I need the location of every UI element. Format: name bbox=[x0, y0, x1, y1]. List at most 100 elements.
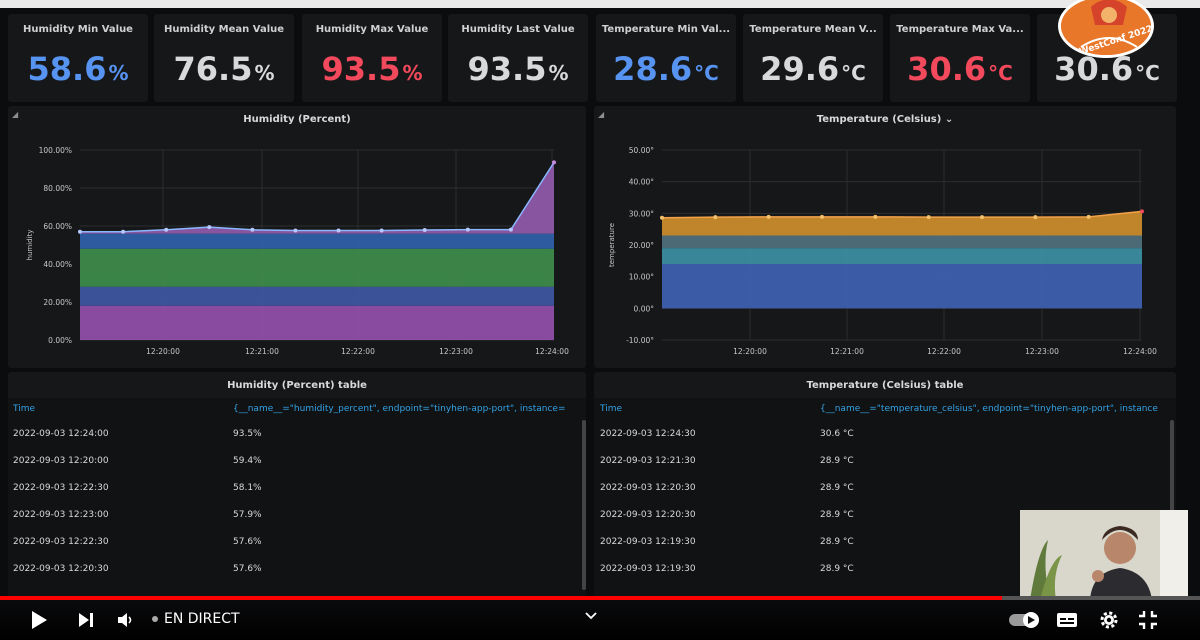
video-player-bar bbox=[0, 596, 1200, 640]
cell-value: 28.9 °C bbox=[820, 510, 854, 520]
table-scrollbar[interactable] bbox=[1170, 420, 1174, 530]
y-tick-label: 100.00% bbox=[39, 146, 72, 155]
stat-title: Humidity Last Value bbox=[461, 24, 575, 35]
table-row[interactable]: 2022-09-03 12:20:00 59.4% bbox=[8, 447, 586, 474]
y-axis-label: humidity bbox=[26, 230, 34, 261]
data-point bbox=[508, 227, 513, 232]
stat-panel[interactable]: Humidity Min Value 58.6% bbox=[8, 14, 148, 102]
table-row[interactable]: 2022-09-03 12:24:00 93.5% bbox=[8, 420, 586, 447]
stat-title: Humidity Mean Value bbox=[163, 24, 285, 35]
cell-value: 57.6% bbox=[233, 537, 262, 547]
column-header-value[interactable]: {__name__="humidity_percent", endpoint="… bbox=[233, 404, 566, 414]
stat-unit: °C bbox=[694, 61, 719, 85]
cell-time: 2022-09-03 12:20:00 bbox=[13, 456, 109, 466]
chevron-down-icon[interactable] bbox=[584, 611, 598, 621]
area-band bbox=[80, 233, 554, 249]
stat-panel[interactable]: Temperature Mean V... 29.6 °C bbox=[743, 14, 883, 102]
table-row[interactable]: 2022-09-03 12:22:30 58.1% bbox=[8, 474, 586, 501]
live-label: EN DIRECT bbox=[164, 611, 240, 627]
stat-title: Temperature Max Va... bbox=[896, 24, 1024, 35]
area-band bbox=[80, 286, 554, 306]
cell-time: 2022-09-03 12:20:30 bbox=[600, 483, 696, 493]
live-indicator: EN DIRECT bbox=[152, 611, 240, 627]
y-tick-label: 30.00° bbox=[629, 209, 654, 218]
panel-corner-icon: ◢ bbox=[12, 110, 19, 119]
cell-time: 2022-09-03 12:19:30 bbox=[600, 564, 696, 574]
table-row[interactable]: 2022-09-03 12:21:30 28.9 °C bbox=[594, 447, 1176, 474]
cell-value: 57.6% bbox=[233, 564, 262, 574]
y-tick-label: 50.00° bbox=[629, 146, 654, 155]
live-dot bbox=[152, 616, 158, 622]
humidity-chart-title: Humidity (Percent) bbox=[243, 114, 351, 125]
area-band bbox=[662, 248, 1142, 264]
y-tick-label: 20.00° bbox=[629, 241, 654, 250]
area-band bbox=[662, 235, 1142, 249]
table-row[interactable]: 2022-09-03 12:23:00 57.9% bbox=[8, 501, 586, 528]
data-point bbox=[78, 229, 82, 234]
stat-value: 28.6 °C bbox=[596, 50, 736, 88]
table-row[interactable]: 2022-09-03 12:24:30 30.6 °C bbox=[594, 420, 1176, 447]
stat-value: 29.6 °C bbox=[743, 50, 883, 88]
cell-value: 28.9 °C bbox=[820, 564, 854, 574]
table-row[interactable]: 2022-09-03 12:19:30 28.9 °C bbox=[594, 528, 1176, 555]
cell-value: 59.4% bbox=[233, 456, 262, 466]
table-row[interactable]: 2022-09-03 12:22:30 57.6% bbox=[8, 528, 586, 555]
stat-number: 76.5 bbox=[173, 50, 253, 88]
cell-time: 2022-09-03 12:21:30 bbox=[600, 456, 696, 466]
stat-number: 93.5 bbox=[321, 50, 401, 88]
cell-value: 28.9 °C bbox=[820, 537, 854, 547]
play-icon[interactable] bbox=[30, 610, 48, 630]
column-header-time[interactable]: Time bbox=[600, 404, 623, 414]
data-point bbox=[379, 228, 384, 233]
humidity-chart-panel[interactable]: ◢ Humidity (Percent) 0.00% 20.00% 40.00% 60… bbox=[8, 106, 586, 368]
y-tick-label: 10.00° bbox=[629, 273, 654, 282]
stat-panel[interactable]: Temperature Min Val... 28.6 °C bbox=[596, 14, 736, 102]
stat-unit: % bbox=[254, 61, 275, 85]
temperature-chart-title[interactable]: Temperature (Celsius) ⌄ bbox=[816, 114, 954, 125]
x-tick-label: 12:20:00 bbox=[146, 347, 180, 356]
data-point bbox=[1140, 209, 1144, 214]
panel-corner-icon: ◢ bbox=[598, 110, 605, 119]
y-tick-label: 20.00% bbox=[43, 298, 72, 307]
stat-value: 30.6 °C bbox=[890, 50, 1030, 88]
data-point bbox=[164, 227, 169, 232]
table-row[interactable]: 2022-09-03 12:20:30 28.9 °C bbox=[594, 474, 1176, 501]
area-band bbox=[80, 248, 554, 287]
volume-icon[interactable] bbox=[116, 610, 136, 630]
humidity-table: Time {__name__="humidity_percent", endpo… bbox=[8, 398, 586, 598]
table-row[interactable]: 2022-09-03 12:19:30 28.9 °C bbox=[594, 555, 1176, 582]
column-header-time[interactable]: Time bbox=[13, 404, 36, 414]
next-icon[interactable] bbox=[77, 611, 95, 629]
data-point bbox=[293, 228, 298, 233]
cell-time: 2022-09-03 12:24:00 bbox=[13, 429, 109, 439]
temperature-chart-panel[interactable]: ◢ Temperature (Celsius) ⌄ -10.00° 0.00° 10… bbox=[594, 106, 1176, 368]
column-header-value[interactable]: {__name__="temperature_celsius", endpoin… bbox=[820, 404, 1158, 414]
top-border bbox=[0, 0, 1200, 8]
progress-fill[interactable] bbox=[0, 596, 1002, 600]
webcam-image bbox=[1020, 510, 1188, 600]
y-tick-label: -10.00° bbox=[626, 336, 654, 345]
cell-time: 2022-09-03 12:19:30 bbox=[600, 537, 696, 547]
y-tick-label: 40.00° bbox=[629, 178, 654, 187]
cell-value: 93.5% bbox=[233, 429, 262, 439]
stat-panel[interactable]: Humidity Last Value 93.5% bbox=[448, 14, 588, 102]
stat-number: 58.6 bbox=[27, 50, 107, 88]
table-row[interactable]: 2022-09-03 12:20:30 28.9 °C bbox=[594, 501, 1176, 528]
settings-icon[interactable] bbox=[1098, 609, 1120, 631]
cell-value: 28.9 °C bbox=[820, 483, 854, 493]
stat-panel[interactable]: Temperature Max Va... 30.6 °C bbox=[890, 14, 1030, 102]
data-point bbox=[1086, 214, 1091, 219]
series-line bbox=[661, 210, 1143, 219]
stat-unit: % bbox=[548, 61, 569, 85]
cell-value: 28.9 °C bbox=[820, 456, 854, 466]
autoplay-toggle[interactable] bbox=[1008, 610, 1042, 630]
cell-value: 58.1% bbox=[233, 483, 262, 493]
x-tick-label: 12:21:00 bbox=[830, 347, 864, 356]
table-row[interactable]: 2022-09-03 12:20:30 57.6% bbox=[8, 555, 586, 582]
stat-panel[interactable]: Humidity Max Value 93.5% bbox=[302, 14, 442, 102]
subtitles-icon[interactable] bbox=[1056, 610, 1078, 630]
fullscreen-icon[interactable] bbox=[1138, 610, 1158, 630]
x-tick-label: 12:23:00 bbox=[1025, 347, 1059, 356]
stat-panel[interactable]: Humidity Mean Value 76.5% bbox=[154, 14, 294, 102]
table-scrollbar[interactable] bbox=[582, 420, 586, 590]
